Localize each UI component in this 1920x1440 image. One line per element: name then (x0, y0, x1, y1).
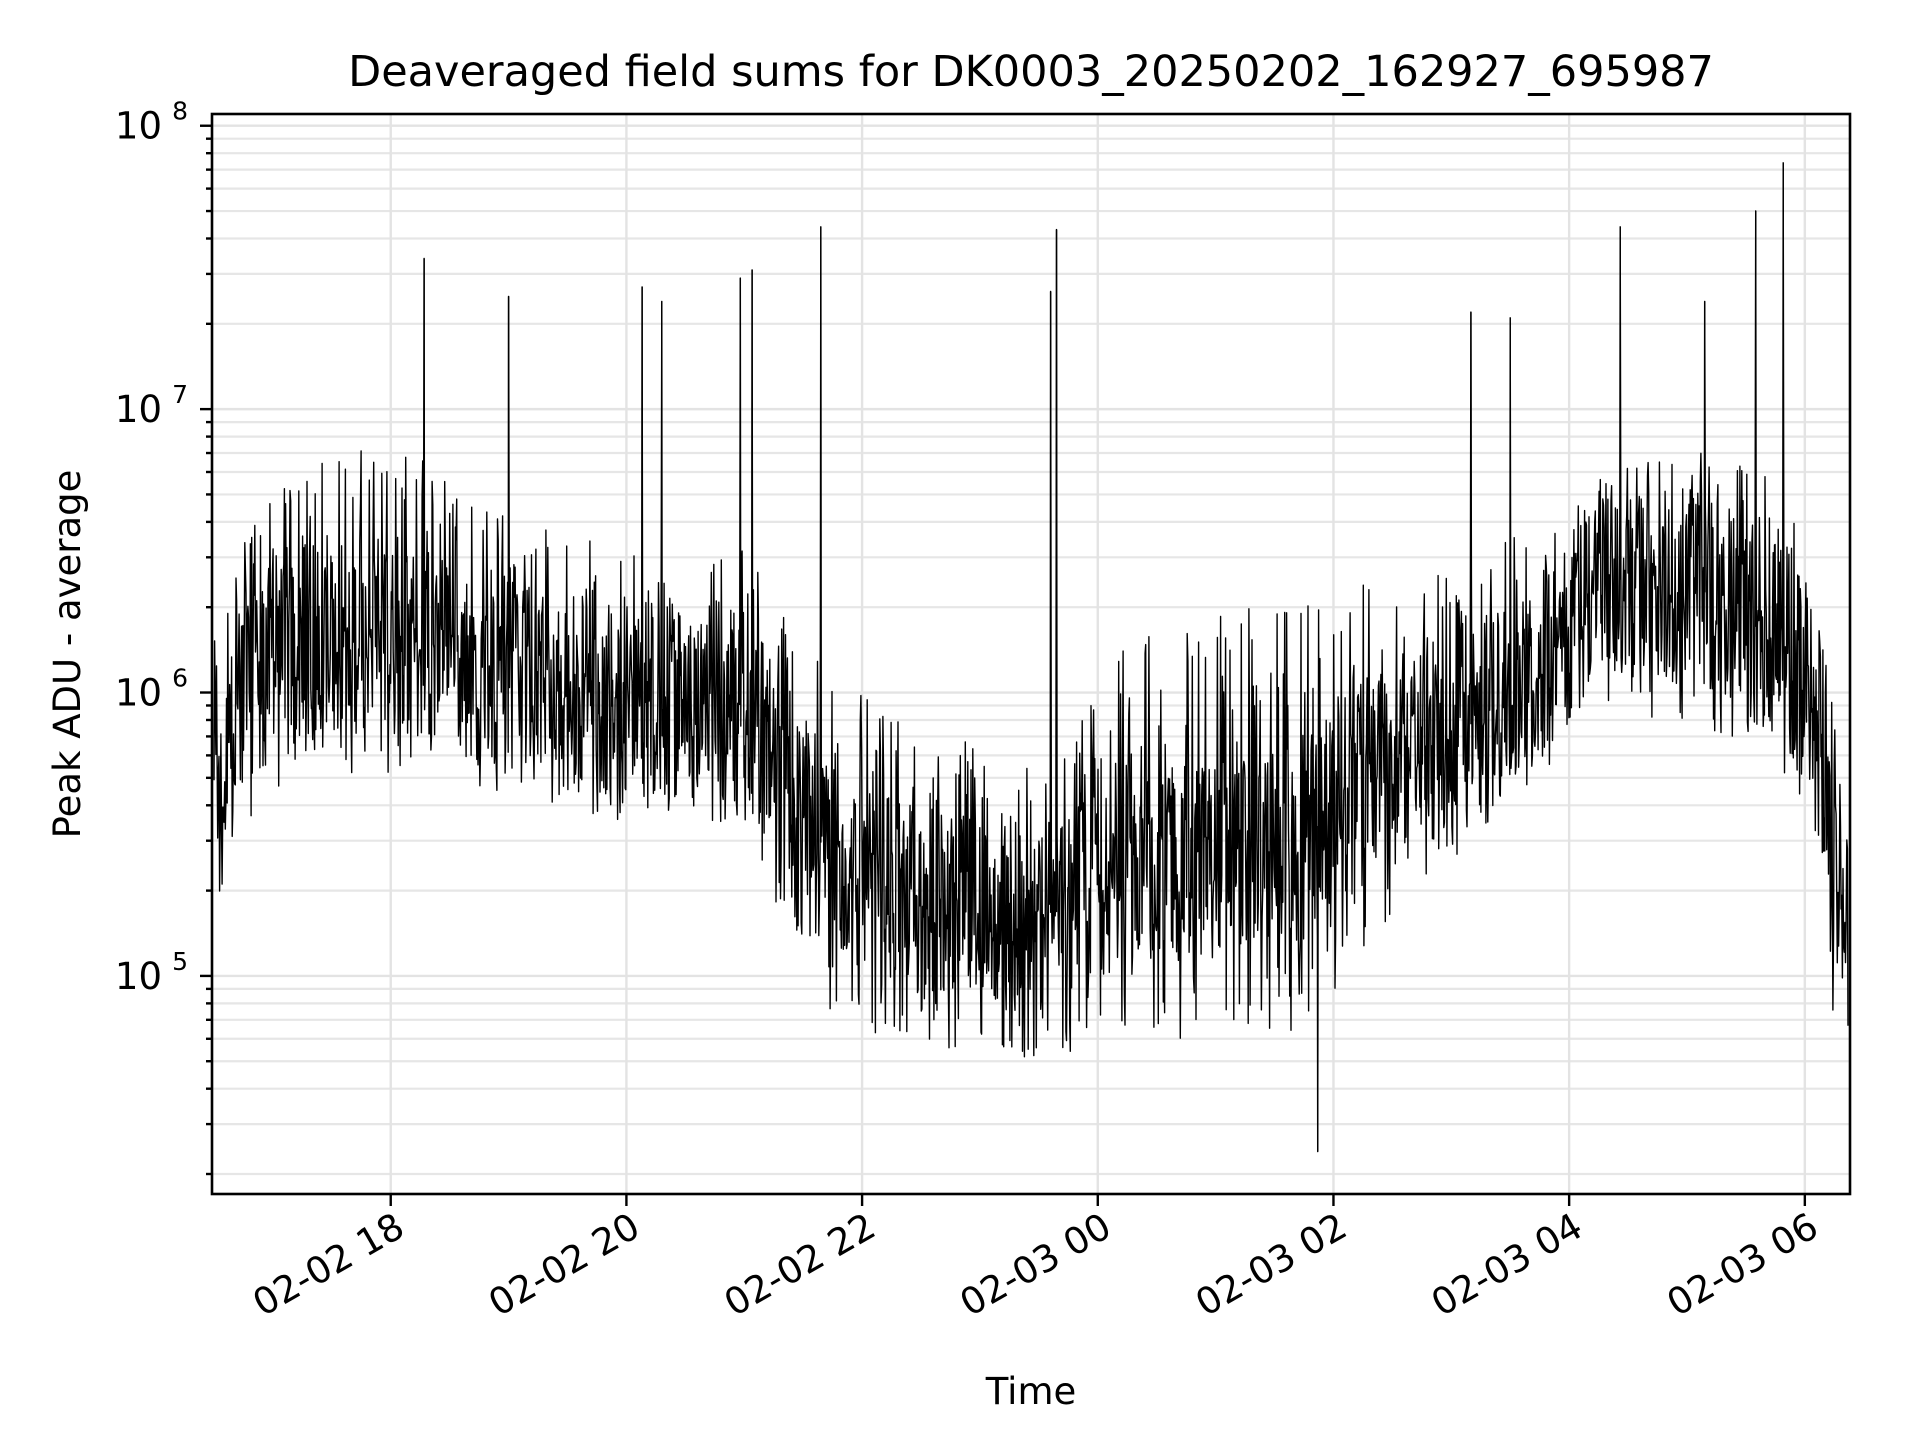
y-axis-label: Peak ADU - average (46, 470, 89, 839)
x-tick-label: 02-03 06 (1660, 1205, 1826, 1325)
x-tick-label: 02-03 04 (1424, 1205, 1590, 1325)
y-tick-label: 10 (115, 955, 162, 998)
x-tick-label: 02-02 18 (246, 1205, 412, 1325)
plot-frame (210, 112, 1852, 1196)
y-tick-label: 10 (115, 388, 162, 431)
x-tick-label: 02-02 20 (481, 1205, 647, 1325)
x-axis-label: Time (985, 1370, 1077, 1413)
y-tick-label: 10 (115, 672, 162, 715)
series-line (213, 162, 1849, 1153)
y-tick-exponent: 8 (172, 97, 188, 126)
y-tick-exponent: 6 (172, 664, 188, 693)
x-tick-label: 02-03 02 (1188, 1205, 1354, 1325)
chart-title: Deaveraged field sums for DK0003_2025020… (348, 47, 1714, 97)
y-tick-exponent: 5 (172, 947, 188, 976)
x-tick-label: 02-03 00 (953, 1205, 1119, 1325)
y-tick-label: 10 (115, 105, 162, 148)
x-tick-label: 02-02 22 (717, 1205, 883, 1325)
grid (212, 114, 1850, 1194)
series-layer (213, 162, 1849, 1153)
y-tick-exponent: 7 (172, 380, 188, 409)
